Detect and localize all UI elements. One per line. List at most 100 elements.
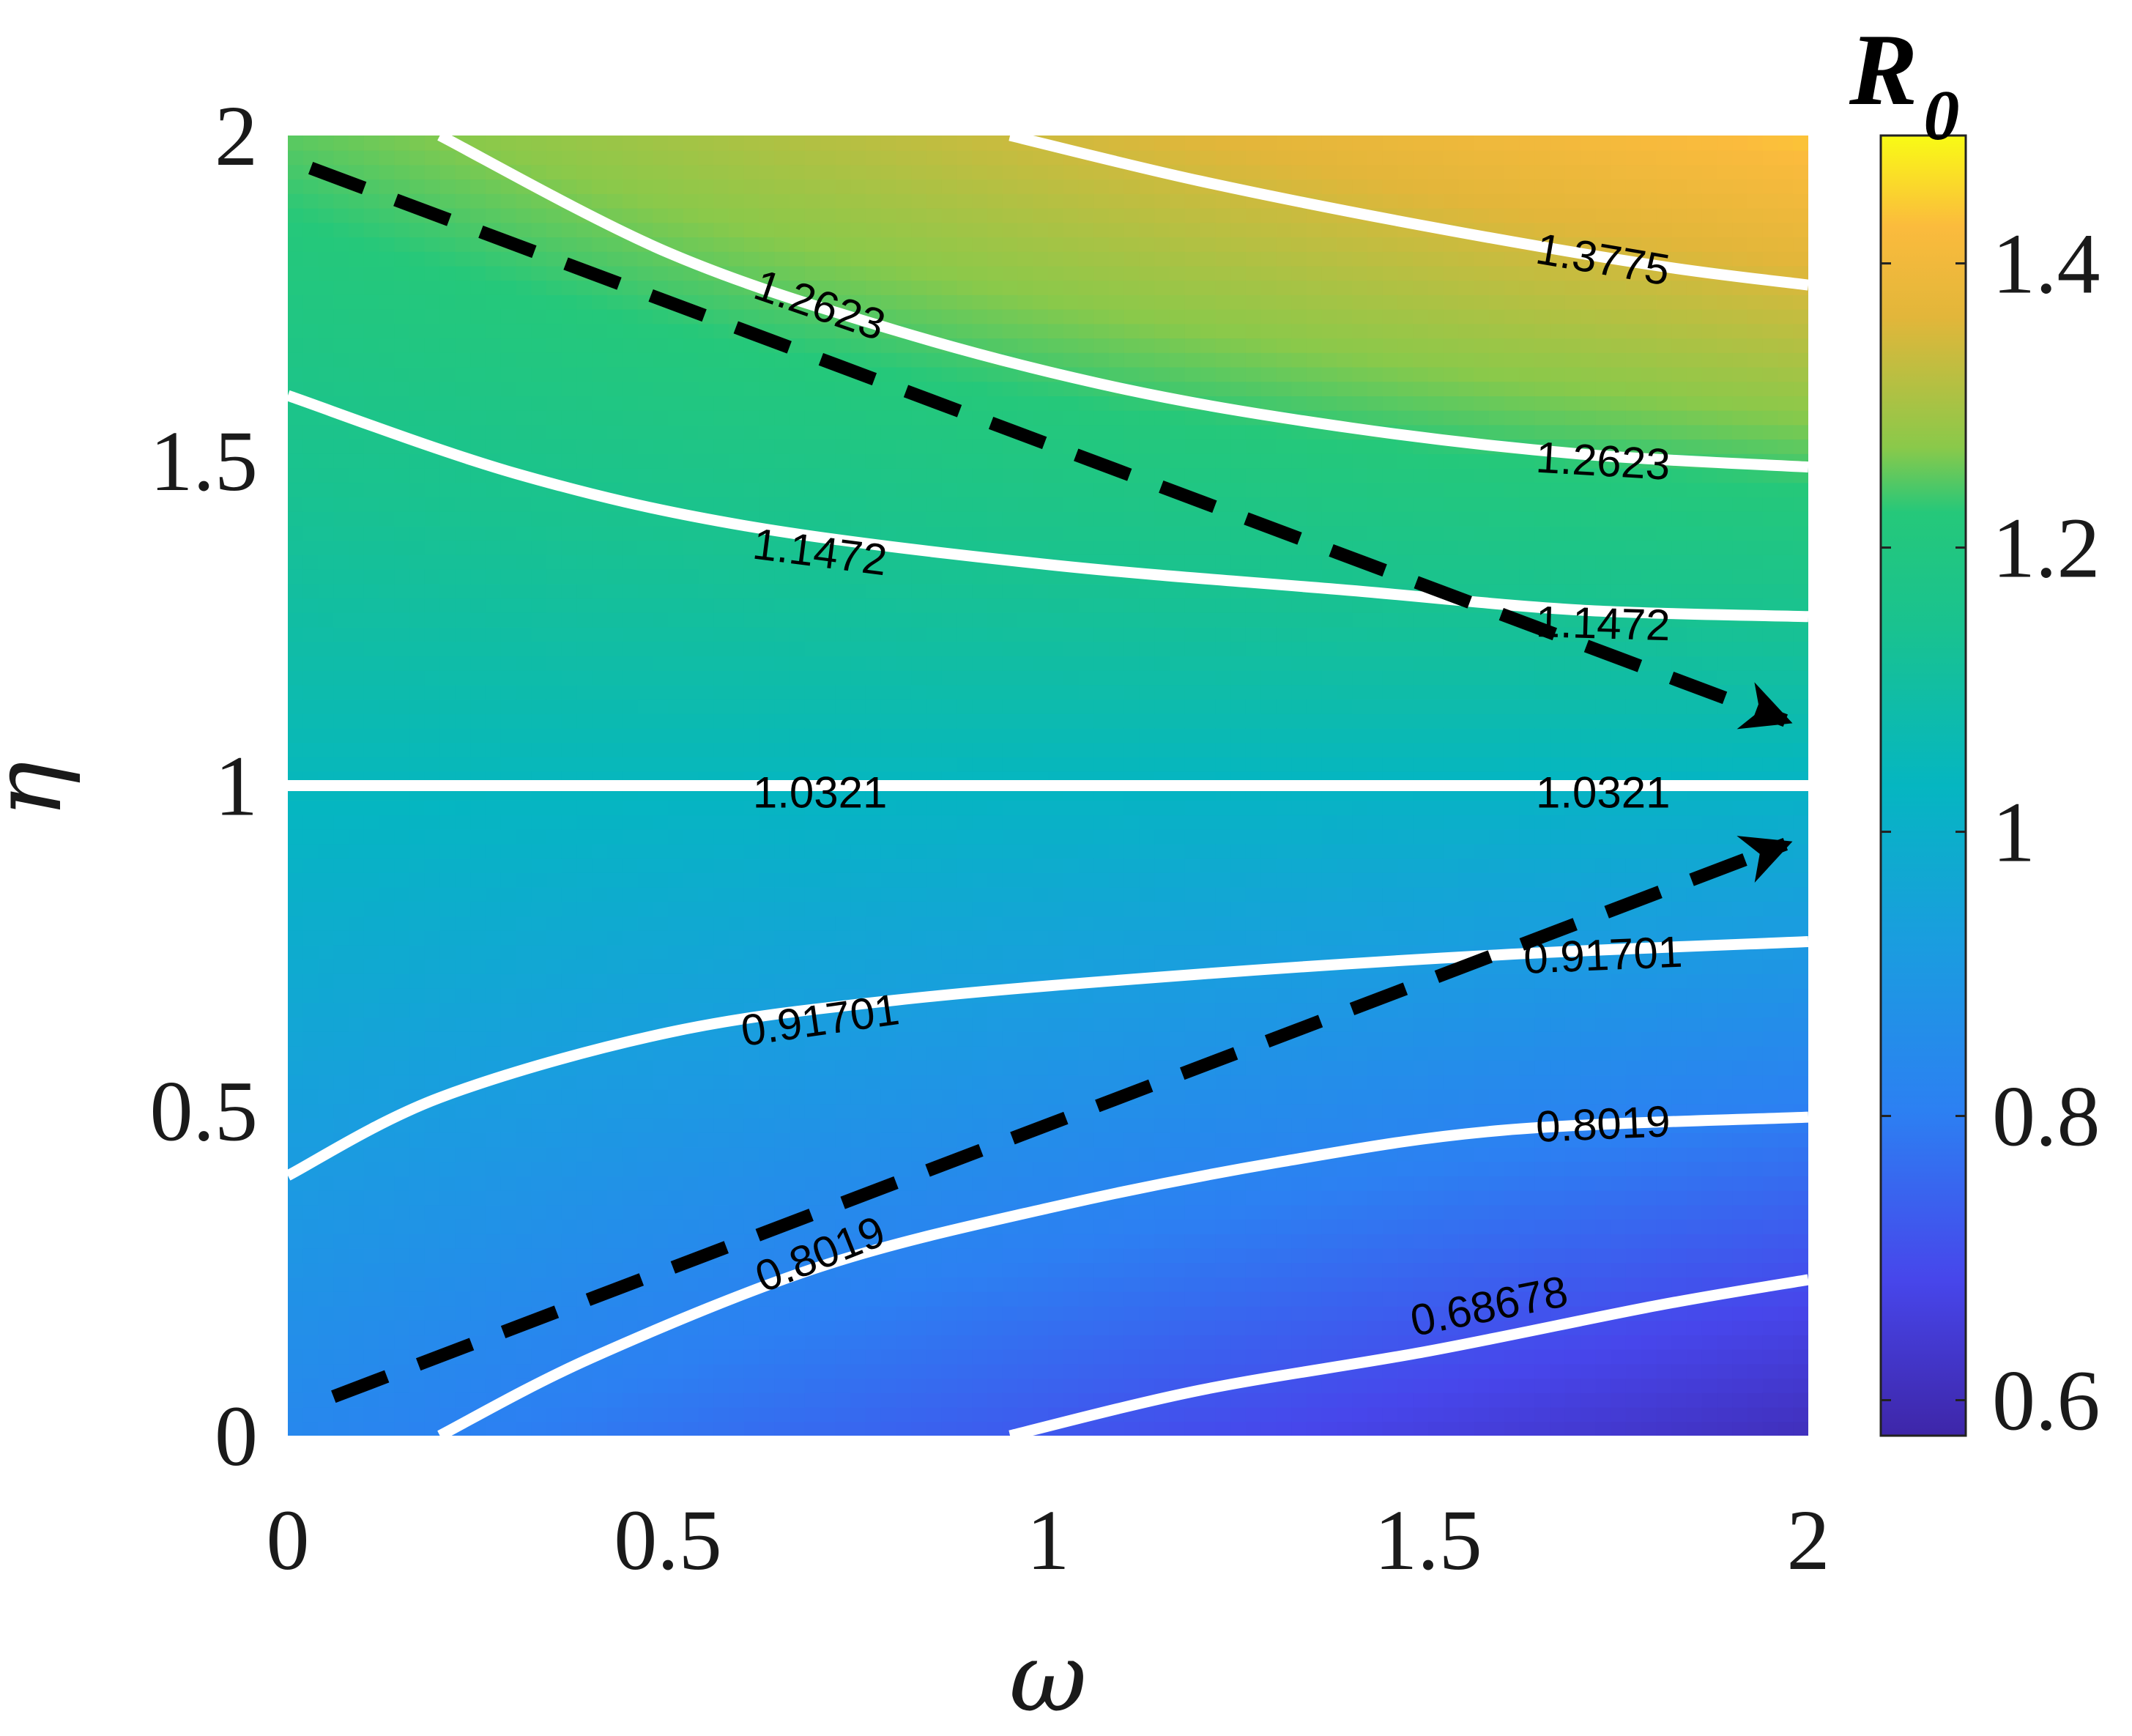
- heatmap-cell: [713, 1103, 730, 1119]
- heatmap-cell: [1063, 1002, 1080, 1017]
- heatmap-cell: [653, 886, 669, 902]
- heatmap-cell: [455, 872, 472, 888]
- heatmap-cell: [485, 540, 502, 555]
- heatmap-cell: [774, 858, 791, 873]
- heatmap-cell: [288, 424, 304, 440]
- heatmap-cell: [941, 1118, 958, 1133]
- heatmap-cell: [439, 338, 456, 353]
- heatmap-cell: [926, 237, 943, 252]
- heatmap-cell: [1109, 511, 1125, 527]
- heatmap-cell: [668, 265, 684, 281]
- heatmap-cell: [850, 497, 866, 512]
- heatmap-cell: [820, 193, 836, 209]
- heatmap-cell: [653, 843, 669, 859]
- heatmap-cell: [850, 828, 866, 845]
- heatmap-cell: [592, 1176, 608, 1191]
- heatmap-cell: [1002, 1233, 1019, 1249]
- heatmap-cell: [804, 439, 821, 454]
- heatmap-cell: [880, 626, 897, 642]
- heatmap-cell: [850, 424, 866, 440]
- heatmap-cell: [957, 193, 973, 209]
- heatmap-cell: [865, 409, 882, 426]
- heatmap-cell: [500, 886, 517, 902]
- heatmap-cell: [1078, 583, 1095, 599]
- heatmap-cell: [941, 612, 958, 628]
- heatmap-cell: [713, 381, 730, 396]
- heatmap-cell: [804, 251, 821, 267]
- heatmap-cell: [790, 439, 806, 454]
- heatmap-cell: [1048, 1291, 1064, 1307]
- heatmap-cell: [713, 1204, 730, 1220]
- heatmap-cell: [622, 1219, 639, 1234]
- heatmap-cell: [926, 222, 943, 237]
- heatmap-cell: [546, 1421, 562, 1436]
- heatmap-cell: [349, 1146, 365, 1162]
- heatmap-cell: [455, 843, 472, 859]
- heatmap-cell: [622, 1146, 639, 1162]
- heatmap-cell: [318, 1060, 335, 1075]
- heatmap-cell: [668, 713, 684, 729]
- heatmap-cell: [302, 207, 319, 223]
- heatmap-cell: [409, 1305, 426, 1321]
- heatmap-cell: [820, 828, 836, 845]
- heatmap-cell: [576, 944, 593, 960]
- heatmap-cell: [820, 872, 836, 888]
- heatmap-cell: [835, 1277, 852, 1292]
- heatmap-cell: [668, 409, 684, 426]
- heatmap-cell: [972, 280, 988, 295]
- heatmap-cell: [637, 294, 654, 310]
- heatmap-cell: [759, 1291, 776, 1307]
- heatmap-cell: [409, 727, 426, 743]
- heatmap-cell: [1078, 1103, 1095, 1119]
- heatmap-cell: [1063, 179, 1080, 194]
- heatmap-cell: [349, 626, 365, 642]
- heatmap-cell: [1048, 409, 1064, 426]
- heatmap-cell: [729, 568, 745, 585]
- heatmap-cell: [774, 684, 791, 700]
- heatmap-cell: [729, 237, 745, 252]
- heatmap-cell: [349, 251, 365, 267]
- heatmap-cell: [668, 1118, 684, 1133]
- heatmap-cell: [880, 396, 897, 411]
- heatmap-cell: [439, 930, 456, 946]
- heatmap-cell: [409, 453, 426, 469]
- heatmap-cell: [668, 959, 684, 974]
- heatmap-cell: [1033, 381, 1049, 396]
- heatmap-cell: [592, 1190, 608, 1206]
- heatmap-cell: [637, 1146, 654, 1162]
- heatmap-cell: [394, 308, 411, 324]
- heatmap-cell: [379, 540, 395, 555]
- heatmap-cell: [790, 583, 806, 599]
- heatmap-cell: [500, 901, 517, 916]
- heatmap-cell: [302, 901, 319, 916]
- heatmap-cell: [804, 901, 821, 916]
- heatmap-cell: [926, 814, 943, 830]
- heatmap-cell: [1063, 1088, 1080, 1105]
- heatmap-cell: [653, 525, 669, 541]
- heatmap-cell: [394, 727, 411, 743]
- heatmap-cell: [637, 323, 654, 339]
- heatmap-cell: [759, 308, 776, 324]
- heatmap-cell: [835, 149, 852, 166]
- heatmap-cell: [987, 1103, 1003, 1119]
- heatmap-cell: [713, 453, 730, 469]
- heatmap-cell: [987, 944, 1003, 960]
- heatmap-cell: [880, 656, 897, 671]
- heatmap-cell: [911, 207, 927, 223]
- heatmap-cell: [987, 641, 1003, 656]
- heatmap-cell: [880, 179, 897, 194]
- heatmap-cell: [880, 525, 897, 541]
- heatmap-cell: [1048, 626, 1064, 642]
- heatmap-cell: [318, 886, 335, 902]
- heatmap-cell: [774, 1291, 791, 1307]
- heatmap-cell: [622, 265, 639, 281]
- heatmap-cell: [288, 1320, 304, 1335]
- heatmap-cell: [394, 1045, 411, 1061]
- heatmap-cell: [546, 222, 562, 237]
- heatmap-cell: [455, 930, 472, 946]
- heatmap-cell: [683, 1045, 699, 1061]
- heatmap-cell: [470, 294, 486, 310]
- heatmap-cell: [318, 1378, 335, 1393]
- heatmap-cell: [1109, 713, 1125, 729]
- heatmap-cell: [500, 598, 517, 613]
